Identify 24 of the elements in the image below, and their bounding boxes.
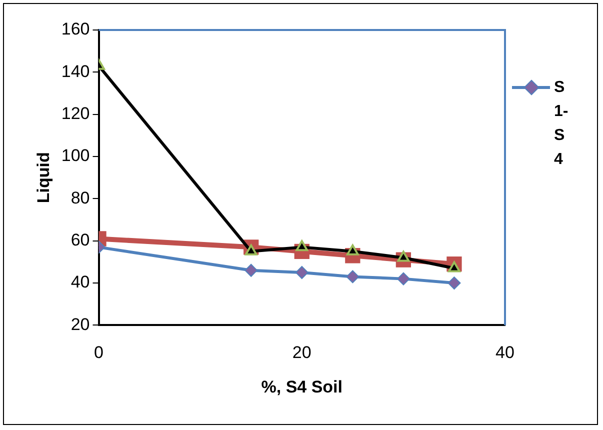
legend-label: S 1-S 4 [554,78,570,170]
y-tick-label: 20 [70,314,90,334]
point [396,272,410,286]
y-tick-label: 40 [70,272,90,292]
point [448,261,460,272]
point [397,250,410,262]
point [296,240,308,252]
x-axis-title: %, S4 Soil [261,377,343,396]
y-tick-label: 60 [70,230,90,250]
y-tick-label: 120 [61,104,90,124]
point [295,266,308,279]
point [244,264,258,277]
point [346,270,360,284]
point [448,276,461,290]
y-axis-title: Liquid [34,152,53,204]
y-tick-label: 80 [70,188,90,208]
x-tick-label: 20 [292,343,312,362]
point [244,244,258,256]
point [346,244,359,256]
x-tick-label: 40 [496,343,514,362]
x-tick-label: 0 [94,343,104,362]
y-tick-label: 140 [61,62,90,81]
y-tick-label: 100 [61,146,90,166]
y-tick-label: 160 [61,20,90,39]
